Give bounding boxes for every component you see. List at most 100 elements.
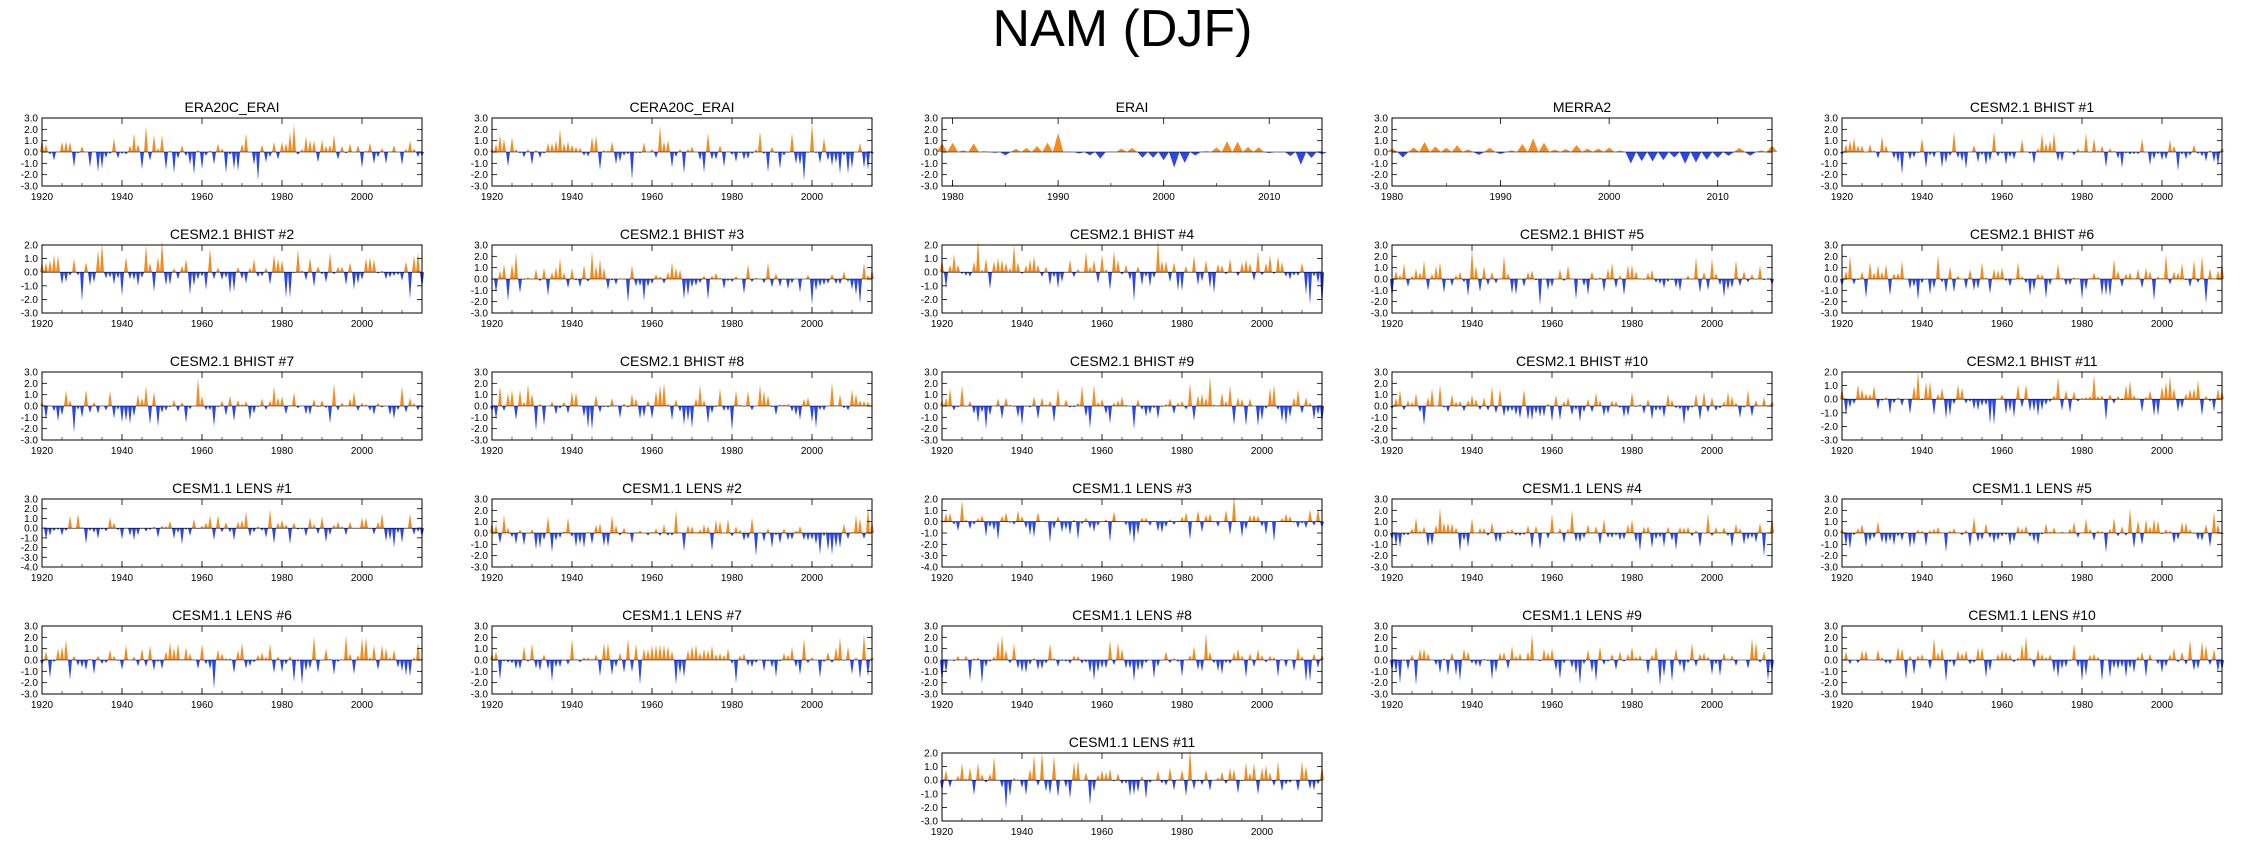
data-mark bbox=[1434, 524, 1438, 533]
data-mark bbox=[2116, 270, 2120, 279]
data-mark bbox=[264, 152, 268, 163]
x-tick-label: 1940 bbox=[1011, 446, 1034, 457]
data-mark bbox=[1422, 260, 1426, 279]
data-mark bbox=[92, 528, 96, 533]
data-mark bbox=[650, 645, 654, 660]
data-mark bbox=[1312, 521, 1316, 526]
data-mark bbox=[2192, 144, 2196, 152]
data-mark bbox=[1646, 660, 1650, 675]
data-mark bbox=[220, 148, 224, 152]
data-mark bbox=[1398, 660, 1402, 684]
data-mark bbox=[1236, 272, 1240, 277]
x-tick-label: 1960 bbox=[1541, 319, 1564, 330]
data-mark bbox=[336, 152, 340, 160]
data-mark bbox=[1216, 521, 1220, 527]
data-mark bbox=[1179, 152, 1191, 163]
data-mark bbox=[574, 533, 578, 548]
data-mark bbox=[2200, 533, 2204, 542]
data-mark bbox=[1634, 656, 1638, 660]
data-mark bbox=[1900, 399, 1904, 406]
panel-5: CESM2.1 BHIST #13.02.01.00.0-1.0-2.0-3.0… bbox=[1821, 99, 2224, 203]
data-mark bbox=[1630, 519, 1634, 533]
data-mark bbox=[1592, 148, 1604, 152]
data-mark bbox=[794, 152, 798, 164]
y-tick-label: -3.0 bbox=[471, 563, 489, 574]
data-mark bbox=[1606, 268, 1610, 279]
data-mark bbox=[802, 638, 806, 660]
data-mark bbox=[112, 406, 116, 419]
data-mark bbox=[1394, 533, 1398, 547]
data-mark bbox=[818, 533, 822, 555]
data-mark bbox=[1224, 509, 1228, 522]
plot-frame bbox=[941, 244, 1323, 314]
data-mark bbox=[364, 517, 368, 529]
data-mark bbox=[602, 642, 606, 660]
data-mark bbox=[606, 533, 610, 547]
data-mark bbox=[1730, 279, 1734, 288]
data-mark bbox=[1654, 279, 1658, 283]
data-mark bbox=[1419, 141, 1430, 152]
data-mark bbox=[2056, 263, 2060, 279]
data-mark bbox=[88, 152, 92, 168]
data-mark bbox=[1144, 406, 1148, 417]
data-mark bbox=[1140, 517, 1144, 522]
y-tick-label: -2.0 bbox=[1371, 297, 1389, 308]
x-tick-label: 1940 bbox=[1911, 700, 1934, 711]
data-mark bbox=[762, 279, 766, 284]
data-mark bbox=[1570, 660, 1574, 668]
y-tick-label: -1.0 bbox=[921, 413, 939, 424]
data-mark bbox=[1296, 780, 1300, 792]
data-mark bbox=[1470, 518, 1474, 533]
data-mark bbox=[774, 273, 778, 279]
panel-6: CESM2.1 BHIST #22.01.00.0-1.0-2.0-3.0192… bbox=[21, 226, 424, 330]
data-mark bbox=[754, 149, 758, 152]
data-mark bbox=[658, 276, 662, 279]
data-mark bbox=[702, 400, 706, 406]
data-mark bbox=[1414, 517, 1418, 533]
data-mark bbox=[232, 272, 236, 292]
data-mark bbox=[1260, 272, 1264, 276]
data-mark bbox=[658, 384, 662, 406]
data-mark bbox=[2076, 148, 2080, 152]
data-mark bbox=[992, 756, 996, 781]
data-mark bbox=[1518, 406, 1522, 419]
y-tick-label: -2.0 bbox=[921, 540, 939, 551]
data-mark bbox=[1164, 404, 1168, 406]
data-mark bbox=[156, 406, 160, 427]
data-mark bbox=[944, 397, 948, 406]
data-mark bbox=[956, 406, 960, 408]
data-mark bbox=[1398, 389, 1402, 406]
data-mark bbox=[264, 267, 268, 273]
data-mark bbox=[228, 272, 232, 294]
data-mark bbox=[538, 533, 542, 549]
data-mark bbox=[866, 275, 870, 279]
data-mark bbox=[2008, 279, 2012, 287]
data-mark bbox=[1750, 406, 1754, 417]
data-mark bbox=[60, 528, 64, 536]
data-mark bbox=[2024, 525, 2028, 533]
data-mark bbox=[184, 646, 188, 660]
data-mark bbox=[1148, 406, 1152, 415]
data-mark bbox=[1876, 399, 1880, 410]
data-mark bbox=[1124, 660, 1128, 669]
data-mark bbox=[510, 533, 514, 538]
data-mark bbox=[1662, 406, 1666, 418]
x-tick-label: 1920 bbox=[931, 573, 954, 584]
data-mark bbox=[64, 272, 68, 283]
data-mark bbox=[1048, 272, 1052, 286]
data-mark bbox=[1884, 660, 1888, 664]
data-mark bbox=[1288, 780, 1292, 783]
data-mark bbox=[766, 528, 770, 533]
data-mark bbox=[336, 660, 340, 662]
data-mark bbox=[2072, 643, 2076, 660]
data-mark bbox=[1008, 780, 1012, 797]
data-mark bbox=[2088, 396, 2092, 400]
data-mark bbox=[404, 406, 408, 413]
data-mark bbox=[734, 390, 738, 406]
data-mark bbox=[160, 525, 164, 529]
data-mark bbox=[1992, 131, 1996, 152]
data-mark bbox=[498, 533, 502, 544]
data-mark bbox=[1602, 519, 1606, 533]
data-mark bbox=[1980, 399, 1984, 407]
data-mark bbox=[1690, 533, 1694, 537]
